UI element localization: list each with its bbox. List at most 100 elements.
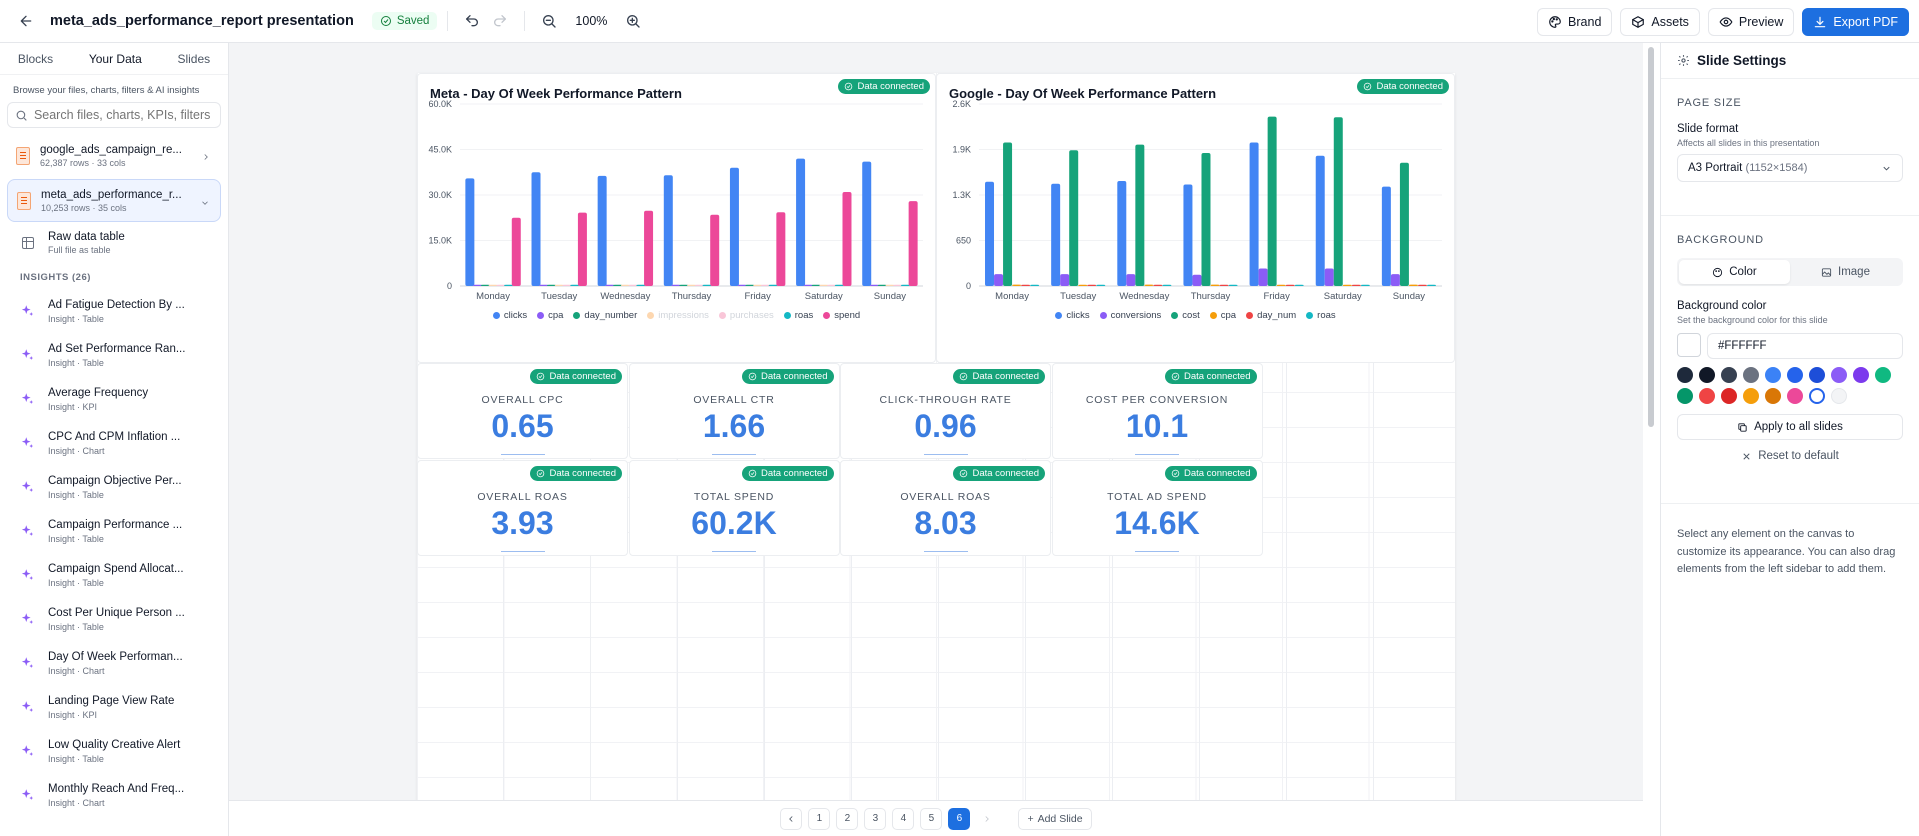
insight-item[interactable]: Average Frequency Insight · KPI (0, 377, 228, 421)
palette-swatch[interactable] (1699, 388, 1715, 404)
insight-meta: Insight · Chart (48, 797, 105, 808)
palette-swatch[interactable] (1677, 388, 1693, 404)
image-tab[interactable]: Image (1790, 260, 1901, 284)
y-tick-label: 0 (966, 281, 971, 291)
preview-button[interactable]: Preview (1707, 8, 1795, 36)
insight-item[interactable]: Day Of Week Performan... Insight · Chart (0, 641, 228, 685)
tab-your-data[interactable]: Your Data (88, 51, 142, 66)
page-button[interactable]: 1 (808, 807, 831, 830)
kpi-card[interactable]: Data connected TOTAL AD SPEND 14.6K (1051, 460, 1263, 556)
page-button[interactable]: 2 (836, 807, 859, 830)
page-button[interactable]: 3 (864, 807, 887, 830)
insight-item[interactable]: Campaign Objective Per... Insight · Table (0, 465, 228, 509)
palette-swatch[interactable] (1743, 367, 1759, 383)
apply-all-slides-button[interactable]: Apply to all slides (1677, 414, 1903, 440)
legend-item-day_number[interactable]: day_number (573, 310, 637, 321)
palette-swatch[interactable] (1721, 388, 1737, 404)
page-button[interactable]: 5 (920, 807, 943, 830)
bar-cpa (1012, 284, 1022, 286)
kpi-value: 1.66 (702, 408, 766, 444)
bg-hex-input[interactable]: #FFFFFF (1707, 333, 1903, 359)
legend-item-roas[interactable]: roas (783, 310, 813, 321)
color-tab-label: Color (1729, 266, 1757, 278)
slide[interactable]: Data connected Meta - Day Of Week Perfor… (417, 73, 1455, 800)
export-pdf-button[interactable]: Export PDF (1802, 8, 1909, 36)
insight-item[interactable]: Campaign Spend Allocat... Insight · Table (0, 553, 228, 597)
color-tab[interactable]: Color (1679, 260, 1790, 284)
brand-button[interactable]: Brand (1537, 8, 1613, 36)
palette-swatch[interactable] (1831, 388, 1847, 404)
google-chart-card[interactable]: Data connected Google - Day Of Week Perf… (936, 73, 1455, 363)
palette-swatch[interactable] (1787, 388, 1803, 404)
page-button[interactable]: 6 (948, 807, 971, 830)
bar-cost (1399, 162, 1409, 286)
zoom-in-button[interactable] (619, 7, 647, 35)
insight-item[interactable]: Low Quality Creative Alert Insight · Tabl… (0, 729, 228, 773)
palette-swatch[interactable] (1765, 367, 1781, 383)
palette-swatch[interactable] (1721, 367, 1737, 383)
kpi-card[interactable]: Data connected OVERALL CPC 0.65 (417, 363, 628, 459)
palette-swatch[interactable] (1853, 367, 1869, 383)
tab-blocks[interactable]: Blocks (17, 51, 54, 66)
next-page-button[interactable] (976, 807, 999, 830)
check-circle-icon (537, 469, 545, 478)
insight-item[interactable]: Cost Per Unique Person ... Insight · Tabl… (0, 597, 228, 641)
legend-item-day_num[interactable]: day_num (1246, 310, 1296, 321)
canvas-area: Data connected Meta - Day Of Week Perfor… (229, 43, 1643, 800)
presentation-title[interactable]: meta_ads_performance_report presentation (50, 13, 354, 29)
meta-chart-card[interactable]: Data connected Meta - Day Of Week Perfor… (417, 73, 936, 363)
legend-item-cpa[interactable]: cpa (1209, 310, 1236, 321)
bg-color-swatch[interactable] (1677, 333, 1701, 357)
insight-item[interactable]: CPC And CPM Inflation ... Insight · Chart (0, 421, 228, 465)
insight-item[interactable]: Monthly Reach And Freq... Insight · Chart (0, 773, 228, 817)
insight-meta: Insight · KPI (48, 709, 98, 720)
kpi-card[interactable]: Data connected OVERALL ROAS 8.03 (840, 460, 1051, 556)
undo-button[interactable] (458, 7, 486, 35)
palette-swatch[interactable] (1699, 367, 1715, 383)
insight-item[interactable]: Campaign Performance ... Insight · Table (0, 509, 228, 553)
palette-swatch[interactable] (1875, 367, 1891, 383)
kpi-card[interactable]: Data connected CLICK-THROUGH RATE 0.96 (840, 363, 1051, 459)
legend-item-clicks[interactable]: clicks (492, 310, 527, 321)
assets-button[interactable]: Assets (1620, 8, 1700, 36)
back-button[interactable] (12, 7, 40, 35)
insight-item[interactable]: Ad Fatigue Detection By ... Insight · Tab… (0, 289, 228, 333)
file-item[interactable]: google_ads_campaign_re... 62,387 rows · 3… (7, 134, 221, 177)
palette-swatch[interactable] (1787, 367, 1803, 383)
chevron-right-icon[interactable] (201, 149, 211, 160)
palette-swatch[interactable] (1809, 367, 1825, 383)
palette-swatch[interactable] (1809, 388, 1825, 404)
tab-slides[interactable]: Slides (177, 51, 211, 66)
redo-button[interactable] (486, 7, 514, 35)
prev-page-button[interactable] (780, 807, 803, 830)
insight-item[interactable]: Landing Page View Rate Insight · KPI (0, 685, 228, 729)
search-input[interactable] (33, 108, 213, 122)
canvas-scrollbar[interactable] (1648, 47, 1654, 427)
add-slide-button[interactable]: + Add Slide (1018, 807, 1092, 830)
legend-item-impressions[interactable]: impressions (647, 310, 709, 321)
slide-format-select[interactable]: A3 Portrait (1152×1584) (1677, 154, 1903, 182)
kpi-card[interactable]: Data connected OVERALL ROAS 3.93 (417, 460, 628, 556)
legend-item-purchases[interactable]: purchases (718, 310, 774, 321)
page-button[interactable]: 4 (892, 807, 915, 830)
palette-swatch[interactable] (1765, 388, 1781, 404)
legend-item-conversions[interactable]: conversions (1099, 310, 1161, 321)
reset-default-button[interactable]: Reset to default (1677, 440, 1903, 472)
palette-swatch[interactable] (1831, 367, 1847, 383)
zoom-out-button[interactable] (535, 7, 563, 35)
file-item-selected[interactable]: meta_ads_performance_r... 10,253 rows · 3… (7, 179, 221, 222)
x-tick-label: Tuesday (541, 291, 577, 302)
insight-item[interactable]: Ad Set Performance Ran... Insight · Table (0, 333, 228, 377)
palette-swatch[interactable] (1677, 367, 1693, 383)
legend-item-clicks[interactable]: clicks (1055, 310, 1090, 321)
palette-swatch[interactable] (1743, 388, 1759, 404)
kpi-card[interactable]: Data connected OVERALL CTR 1.66 (628, 363, 840, 459)
legend-item-cost[interactable]: cost (1171, 310, 1200, 321)
legend-item-roas[interactable]: roas (1306, 310, 1336, 321)
raw-data-table-item[interactable]: Raw data table Full file as table (7, 226, 221, 260)
legend-item-cpa[interactable]: cpa (537, 310, 563, 321)
kpi-card[interactable]: Data connected TOTAL SPEND 60.2K (628, 460, 840, 556)
legend-item-spend[interactable]: spend (823, 310, 860, 321)
kpi-card[interactable]: Data connected COST PER CONVERSION 10.1 (1051, 363, 1263, 459)
chevron-down-icon[interactable] (200, 195, 210, 205)
